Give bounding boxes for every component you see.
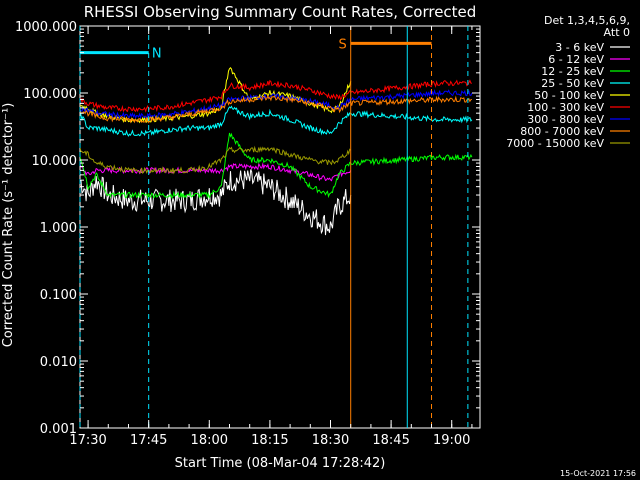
legend-entry-label: 800 - 7000 keV: [520, 125, 604, 138]
x-axis-label: Start Time (08-Mar-04 17:28:42): [175, 456, 386, 471]
legend-entry-label: 300 - 800 keV: [527, 113, 604, 126]
legend-entry-label: 12 - 25 keV: [541, 65, 604, 78]
y-tick-label: 1.000: [40, 221, 77, 236]
legend-entry-label: 100 - 300 keV: [527, 101, 604, 114]
footer-date: 15-Oct-2021 17:56: [560, 469, 636, 478]
legend-header-line: Att 0: [604, 26, 630, 39]
legend-entry-label: 25 - 50 keV: [541, 77, 604, 90]
series-line-9: [80, 145, 352, 175]
series-line-4: [80, 105, 473, 137]
legend-entry-label: 3 - 6 keV: [555, 41, 604, 54]
x-tick-label: 18:30: [312, 433, 349, 448]
y-tick-label: 0.100: [40, 288, 77, 303]
x-tick-label: 19:00: [433, 433, 470, 448]
x-tick-label: 17:45: [130, 433, 167, 448]
marker-label-2: S: [338, 37, 346, 52]
y-tick-label: 10.000: [32, 154, 78, 169]
x-tick-label: 17:30: [69, 433, 106, 448]
x-tick-label: 18:15: [251, 433, 288, 448]
marker-label-1: N: [152, 47, 162, 62]
series-line-8: [80, 94, 472, 124]
y-axis-label: Corrected Count Rate (s⁻¹ detector⁻¹): [1, 103, 16, 348]
legend-entry-label: 50 - 100 keV: [534, 89, 604, 102]
y-tick-label: 1000.000: [15, 20, 77, 35]
series-line-6: [80, 79, 472, 113]
series-line-2: [80, 162, 352, 182]
chart-title: RHESSI Observing Summary Count Rates, Co…: [84, 3, 477, 21]
y-tick-label: 0.001: [40, 422, 77, 437]
y-tick-label: 100.000: [23, 87, 77, 102]
legend-entry-label: 6 - 12 keV: [548, 53, 604, 66]
x-tick-label: 18:45: [372, 433, 409, 448]
axis-layer: 1000.000 100.000 10.000 1.000 0.100 0.010 0.00…: [15, 20, 480, 448]
legend-entry-label: 7000 - 15000 keV: [506, 137, 604, 150]
legend-header-line: Det 1,3,4,5,6,9,: [544, 14, 630, 27]
series-line-3: [80, 132, 473, 200]
x-tick-label: 18:00: [191, 433, 228, 448]
series-layer: [80, 67, 473, 236]
series-line-7: [80, 88, 473, 121]
y-tick-label: 0.010: [40, 355, 77, 370]
